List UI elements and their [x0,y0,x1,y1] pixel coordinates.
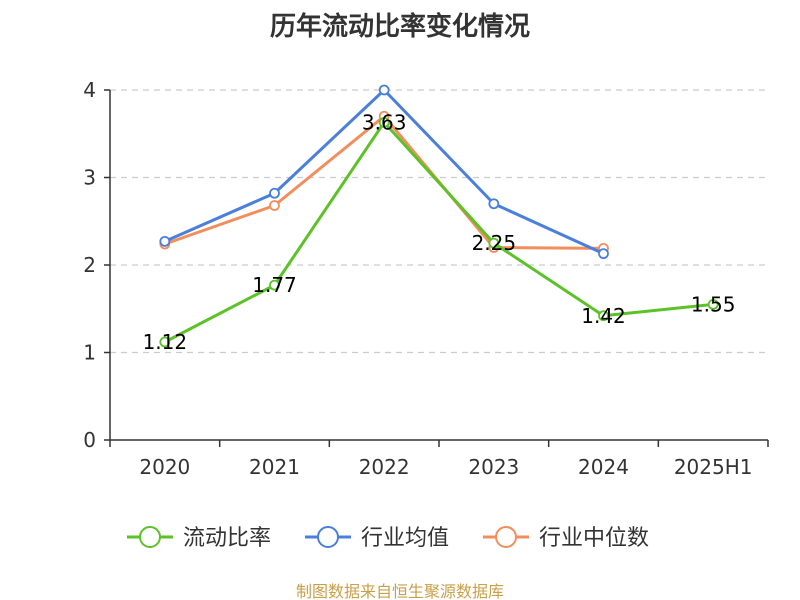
legend-marker [139,526,161,548]
x-tick-label: 2025H1 [674,455,753,479]
data-point [488,237,500,249]
data-point [159,235,171,247]
data-label: 1.42 [581,304,626,328]
data-point [598,248,609,260]
legend-item: 行业中位数 [483,526,649,551]
data-label: 3.63 [362,110,407,134]
data-label: 1.77 [252,273,297,297]
source-note: 制图数据来自恒生聚源数据库 [296,582,504,600]
data-point [269,187,280,199]
legend-label: 流动比率 [183,526,271,551]
x-tick-label: 2022 [359,455,410,479]
y-tick-label: 0 [83,428,96,452]
legend-marker [317,526,339,548]
y-tick-label: 1 [83,341,96,365]
data-point [269,200,280,211]
data-point [269,279,280,291]
legend-item: 流动比率 [127,526,271,551]
data-point [598,310,609,322]
data-label: 1.55 [691,292,736,316]
legend-item: 行业均值 [305,526,449,551]
legend: 流动比率 行业均值 行业中位数 [127,526,649,551]
data-label: 2.25 [472,231,517,255]
data-point [378,84,390,96]
chart-title: 历年流动比率变化情况 [270,11,530,42]
legend-label: 行业均值 [361,526,449,551]
data-labels: 1.12 1.77 3.63 2.25 1.42 1.55 [143,110,736,354]
axes: 0 1 2 3 4 2020 2021 2022 2023 2024 2025H1 [83,78,769,479]
data-point [707,298,719,310]
legend-label: 行业中位数 [539,526,649,551]
y-tick-label: 4 [83,78,96,102]
x-tick-label: 2020 [139,455,190,479]
x-tick-label: 2024 [578,455,629,479]
series-line [164,120,714,344]
legend-marker [495,526,517,548]
data-label: 1.12 [143,330,188,354]
data-point [488,198,500,210]
series-line [164,114,604,250]
y-tick-label: 2 [83,253,96,277]
data-point [159,336,171,348]
x-tick-label: 2023 [468,455,519,479]
series-group [159,84,719,348]
data-point [378,116,390,128]
x-tick-label: 2021 [249,455,300,479]
y-tick-label: 3 [83,166,96,190]
